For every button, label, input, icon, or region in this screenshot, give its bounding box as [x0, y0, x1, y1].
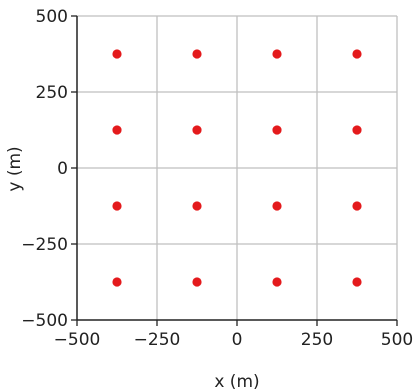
- tick-labels: −500 −250 0 250 500 −500 −250 0 250 500: [21, 7, 413, 350]
- data-point: [112, 49, 122, 59]
- data-point: [272, 277, 282, 287]
- data-point: [352, 201, 362, 211]
- data-point: [272, 49, 282, 59]
- data-point: [192, 201, 202, 211]
- x-tick-label: −250: [134, 330, 181, 350]
- y-tick-label: −250: [21, 235, 68, 255]
- data-points: [112, 49, 362, 287]
- data-point: [352, 277, 362, 287]
- data-point: [112, 125, 122, 135]
- x-axis-title: x (m): [214, 372, 259, 392]
- grid-lines: [77, 15, 398, 320]
- x-tick-label: 0: [232, 330, 243, 350]
- data-point: [112, 201, 122, 211]
- data-point: [192, 277, 202, 287]
- x-tick-label: −500: [54, 330, 101, 350]
- data-point: [272, 201, 282, 211]
- x-tick-label: 500: [381, 330, 413, 350]
- y-tick-label: −500: [21, 311, 68, 331]
- data-point: [192, 125, 202, 135]
- data-point: [192, 49, 202, 59]
- y-tick-label: 0: [57, 159, 68, 179]
- x-tick-label: 250: [301, 330, 333, 350]
- y-axis-title: y (m): [5, 146, 25, 191]
- data-point: [272, 125, 282, 135]
- data-point: [352, 49, 362, 59]
- data-point: [352, 125, 362, 135]
- axes: [71, 15, 398, 326]
- data-point: [112, 277, 122, 287]
- y-tick-label: 500: [36, 7, 68, 27]
- y-tick-label: 250: [36, 83, 68, 103]
